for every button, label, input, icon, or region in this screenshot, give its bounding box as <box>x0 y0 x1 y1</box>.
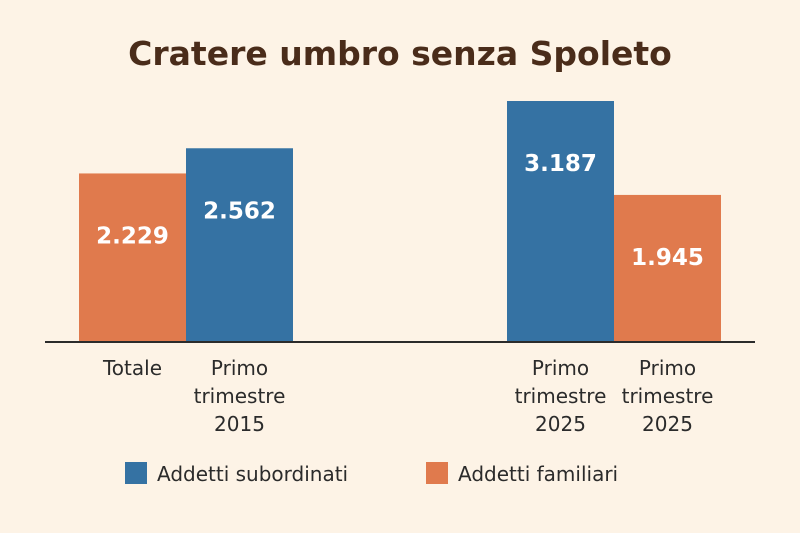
bar-value-label: 2.562 <box>203 198 276 224</box>
category-label: Primo trimestre 2025 <box>622 356 714 436</box>
legend-label: Addetti subordinati <box>157 462 348 486</box>
bar-1-1 <box>614 194 721 342</box>
bars-layer: 2.229 2.562 3.187 1.945 <box>79 101 721 342</box>
bar-value-label: 1.945 <box>631 245 704 271</box>
legend-swatch <box>426 462 448 484</box>
bar-value-label: 2.229 <box>96 223 169 249</box>
category-labels: Totale Primo trimestre 2015 Primo trimestre 20… <box>102 356 713 436</box>
category-label: Primo trimestre 2025 <box>515 356 607 436</box>
bar-0-0 <box>79 173 186 342</box>
category-label: Primo trimestre 2015 <box>194 356 286 436</box>
category-label: Totale <box>102 356 162 380</box>
bar-0-1 <box>186 148 293 342</box>
bar-1-0 <box>507 101 614 342</box>
legend-label: Addetti familiari <box>458 462 618 486</box>
bar-value-label: 3.187 <box>524 151 597 177</box>
chart-title: Cratere umbro senza Spoleto <box>128 34 672 73</box>
legend-swatch <box>125 462 147 484</box>
legend: Addetti subordinati Addetti familiari <box>125 462 618 486</box>
